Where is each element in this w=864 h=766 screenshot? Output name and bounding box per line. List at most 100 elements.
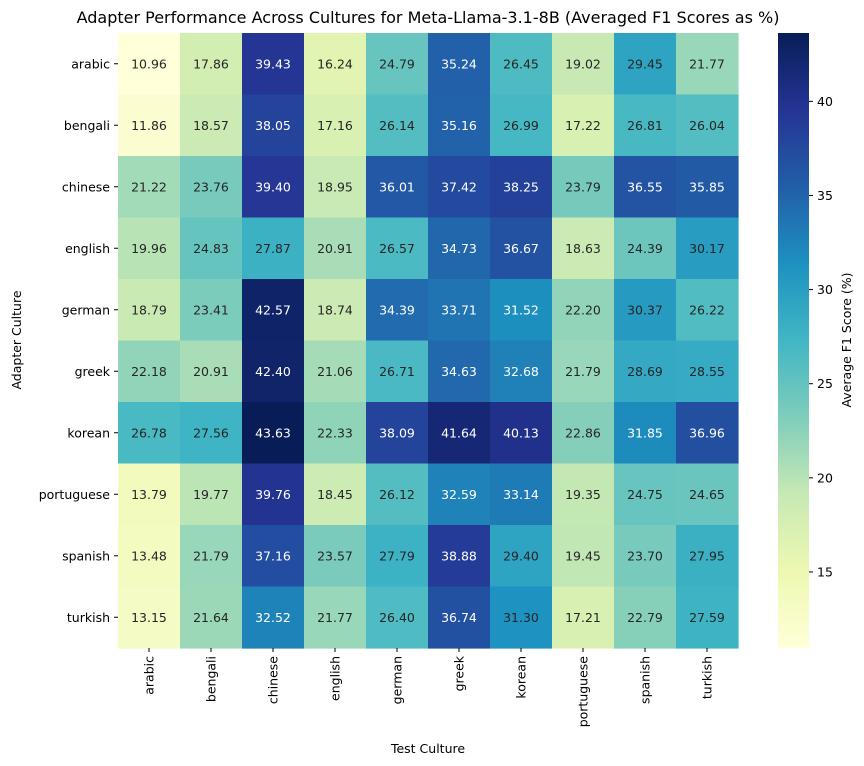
heatmap-cell xyxy=(676,340,739,403)
heatmap-cell xyxy=(118,463,181,526)
heatmap-cell xyxy=(428,279,491,342)
cell-value-label: 13.48 xyxy=(131,548,167,563)
heatmap-cell xyxy=(304,586,367,649)
heatmap-cell xyxy=(614,156,677,219)
heatmap-cell xyxy=(180,156,243,219)
cell-value-label: 13.15 xyxy=(131,610,167,625)
heatmap-cell xyxy=(180,217,243,280)
cell-value-label: 28.69 xyxy=(627,364,663,379)
y-tick-label: chinese xyxy=(62,179,110,194)
cell-value-label: 34.39 xyxy=(379,302,415,317)
cell-value-label: 38.09 xyxy=(379,425,415,440)
colorbar-tick-label: 30 xyxy=(817,282,833,297)
heatmap-cell xyxy=(428,156,491,219)
cell-value-label: 24.83 xyxy=(193,241,229,256)
heatmap-cell xyxy=(366,94,429,157)
cell-value-label: 17.22 xyxy=(565,118,601,133)
cell-value-label: 42.40 xyxy=(255,364,291,379)
cell-value-label: 39.40 xyxy=(255,179,291,194)
heatmap-cell xyxy=(118,94,181,157)
heatmap-cell xyxy=(366,279,429,342)
cell-value-label: 20.91 xyxy=(317,241,353,256)
heatmap-cell xyxy=(118,586,181,649)
x-tick-label: korean xyxy=(514,656,529,699)
cell-value-label: 26.40 xyxy=(379,610,415,625)
heatmap-cell xyxy=(614,340,677,403)
heatmap-cell xyxy=(180,586,243,649)
cell-value-label: 21.77 xyxy=(689,56,725,71)
colorbar-tick-label: 40 xyxy=(817,94,833,109)
cell-value-label: 21.22 xyxy=(131,179,167,194)
cell-value-label: 33.71 xyxy=(441,302,477,317)
cell-value-label: 41.64 xyxy=(441,425,477,440)
heatmap-cell xyxy=(552,586,615,649)
heatmap-cell xyxy=(490,586,553,649)
heatmap-cell xyxy=(428,586,491,649)
x-tick-label: english xyxy=(328,656,343,701)
heatmap-cell xyxy=(304,33,367,96)
cell-value-label: 37.16 xyxy=(255,548,291,563)
cell-value-label: 22.79 xyxy=(627,610,663,625)
heatmap-cell xyxy=(552,463,615,526)
heatmap-cell xyxy=(428,402,491,465)
heatmap-cell xyxy=(366,586,429,649)
heatmap-cell xyxy=(366,463,429,526)
cell-value-label: 18.95 xyxy=(317,179,353,194)
heatmap-cell xyxy=(304,402,367,465)
cell-value-label: 19.02 xyxy=(565,56,601,71)
y-tick-label: portuguese xyxy=(39,487,111,502)
cell-value-label: 27.56 xyxy=(193,425,229,440)
heatmap-cell xyxy=(366,402,429,465)
cell-value-label: 27.87 xyxy=(255,241,291,256)
x-tick-label: spanish xyxy=(638,656,653,704)
x-tick-label: portuguese xyxy=(576,656,591,728)
colorbar-tick-label: 20 xyxy=(817,470,833,485)
x-tick-label: greek xyxy=(452,655,467,691)
cell-value-label: 26.45 xyxy=(503,56,539,71)
heatmap-cell xyxy=(366,340,429,403)
cell-value-label: 19.45 xyxy=(565,548,601,563)
heatmap-cell xyxy=(490,94,553,157)
heatmap-cell xyxy=(118,340,181,403)
heatmap-cell xyxy=(180,279,243,342)
heatmap-cell xyxy=(614,525,677,588)
heatmap-cell xyxy=(242,279,305,342)
cell-value-label: 31.85 xyxy=(627,425,663,440)
cell-value-label: 33.14 xyxy=(503,487,539,502)
heatmap-cell xyxy=(614,94,677,157)
cell-value-label: 31.52 xyxy=(503,302,539,317)
heatmap-cell xyxy=(242,217,305,280)
cell-value-label: 26.78 xyxy=(131,425,167,440)
y-tick-label: bengali xyxy=(64,118,110,133)
cell-value-label: 42.57 xyxy=(255,302,291,317)
cell-value-label: 27.79 xyxy=(379,548,415,563)
cell-value-label: 21.77 xyxy=(317,610,353,625)
cell-value-label: 26.57 xyxy=(379,241,415,256)
cell-value-label: 19.96 xyxy=(131,241,167,256)
heatmap-cell xyxy=(676,33,739,96)
cell-value-label: 16.24 xyxy=(317,56,353,71)
cell-value-label: 18.74 xyxy=(317,302,353,317)
heatmap-cell xyxy=(304,525,367,588)
heatmap-cell xyxy=(180,33,243,96)
heatmap-cell xyxy=(552,525,615,588)
cell-value-label: 36.96 xyxy=(689,425,725,440)
cell-value-label: 29.40 xyxy=(503,548,539,563)
heatmap-cell xyxy=(242,33,305,96)
y-tick-label: arabic xyxy=(71,56,110,71)
heatmap-cell xyxy=(614,279,677,342)
heatmap-cell xyxy=(676,156,739,219)
colorbar xyxy=(778,33,809,648)
heatmap-cell xyxy=(428,33,491,96)
heatmap-cell xyxy=(304,156,367,219)
y-tick-label: spanish xyxy=(62,548,110,563)
heatmap-cell xyxy=(304,279,367,342)
cell-value-label: 21.79 xyxy=(565,364,601,379)
cell-value-label: 24.75 xyxy=(627,487,663,502)
heatmap-cell xyxy=(304,463,367,526)
heatmap-cell xyxy=(428,463,491,526)
heatmap-cell xyxy=(366,217,429,280)
cell-value-label: 21.64 xyxy=(193,610,229,625)
heatmap-cell xyxy=(242,586,305,649)
